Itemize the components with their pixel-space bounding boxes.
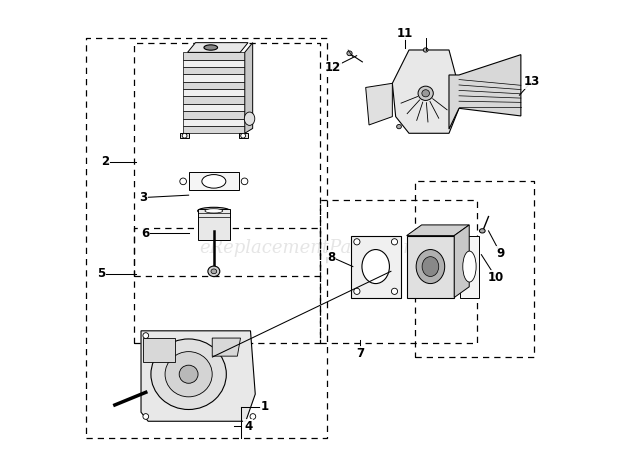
Polygon shape (180, 133, 189, 138)
Ellipse shape (202, 175, 226, 188)
Text: eReplacementParts.com: eReplacementParts.com (200, 238, 420, 257)
Ellipse shape (418, 86, 433, 100)
Polygon shape (460, 236, 479, 298)
Polygon shape (183, 111, 245, 119)
Ellipse shape (204, 45, 218, 50)
Ellipse shape (391, 239, 397, 245)
Text: 11: 11 (397, 27, 414, 40)
Ellipse shape (143, 414, 149, 419)
Polygon shape (183, 74, 245, 82)
Ellipse shape (205, 209, 223, 213)
Text: 2: 2 (101, 155, 109, 169)
Text: 5: 5 (97, 267, 105, 280)
Polygon shape (183, 67, 245, 74)
Ellipse shape (180, 178, 187, 185)
Ellipse shape (182, 133, 187, 138)
Ellipse shape (354, 288, 360, 294)
Polygon shape (407, 225, 469, 236)
Text: 8: 8 (327, 250, 335, 264)
Polygon shape (183, 82, 245, 89)
Ellipse shape (422, 90, 430, 97)
Polygon shape (183, 104, 245, 111)
Polygon shape (187, 43, 248, 52)
Text: 12: 12 (325, 61, 341, 74)
Polygon shape (183, 52, 245, 60)
Polygon shape (454, 225, 469, 298)
Ellipse shape (391, 288, 397, 294)
Polygon shape (183, 119, 245, 126)
Ellipse shape (241, 178, 248, 185)
Polygon shape (189, 172, 239, 190)
Polygon shape (183, 60, 245, 67)
Text: 7: 7 (356, 347, 364, 360)
Polygon shape (143, 338, 175, 363)
Ellipse shape (250, 414, 255, 419)
Polygon shape (366, 83, 392, 125)
Text: 1: 1 (261, 400, 269, 414)
Ellipse shape (241, 133, 246, 138)
Polygon shape (183, 89, 245, 97)
Text: 6: 6 (141, 227, 150, 240)
Ellipse shape (354, 239, 360, 245)
Ellipse shape (165, 352, 212, 397)
Ellipse shape (423, 48, 428, 52)
Ellipse shape (151, 339, 226, 409)
Polygon shape (198, 209, 230, 240)
Polygon shape (141, 331, 255, 421)
Ellipse shape (347, 51, 352, 56)
Ellipse shape (198, 208, 230, 215)
Ellipse shape (208, 266, 220, 277)
Polygon shape (351, 236, 401, 298)
Polygon shape (449, 55, 521, 129)
Ellipse shape (211, 269, 217, 274)
Ellipse shape (244, 112, 255, 125)
Ellipse shape (397, 124, 401, 129)
Text: 10: 10 (487, 270, 504, 284)
Ellipse shape (479, 229, 485, 233)
Ellipse shape (422, 257, 439, 277)
Text: 4: 4 (244, 419, 252, 433)
Text: 9: 9 (496, 247, 505, 260)
Polygon shape (407, 236, 454, 298)
Polygon shape (183, 126, 245, 133)
Ellipse shape (143, 333, 149, 338)
Ellipse shape (416, 249, 445, 284)
Ellipse shape (362, 249, 389, 284)
Polygon shape (245, 43, 253, 133)
Polygon shape (183, 97, 245, 104)
Polygon shape (212, 338, 241, 356)
Polygon shape (239, 133, 248, 138)
Text: 13: 13 (523, 75, 539, 89)
Ellipse shape (179, 365, 198, 383)
Text: 3: 3 (140, 191, 148, 204)
Polygon shape (392, 50, 459, 133)
Ellipse shape (463, 251, 476, 282)
